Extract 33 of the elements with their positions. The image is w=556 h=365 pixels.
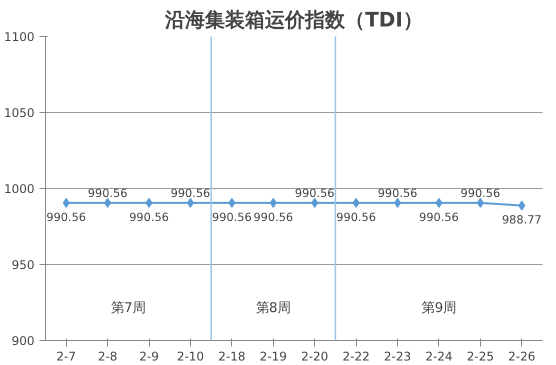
y-tick-label: 950 — [12, 258, 34, 272]
data-label: 990.56 — [88, 186, 128, 200]
x-tick-label: 2-20 — [301, 350, 328, 364]
y-tick-label: 900 — [12, 334, 34, 348]
x-tick-label: 2-8 — [98, 350, 118, 364]
y-tick-label: 1050 — [4, 106, 35, 120]
x-tick-label: 2-10 — [176, 350, 204, 364]
x-tick-label: 2-9 — [139, 350, 159, 364]
x-tick-label: 2-22 — [342, 350, 370, 364]
annotation: 第9周 — [422, 301, 456, 316]
x-tick-label: 2-26 — [508, 350, 536, 364]
x-tick-label: 2-19 — [260, 350, 287, 364]
data-label: 988.77 — [502, 212, 542, 227]
data-label: 990.56 — [212, 210, 252, 224]
annotation: 第7周 — [111, 301, 146, 316]
data-label: 990.56 — [378, 186, 418, 200]
data-label: 990.56 — [294, 186, 335, 200]
x-tick-label: 2-23 — [384, 350, 412, 364]
y-tick-label: 1100 — [4, 30, 35, 44]
x-tick-label: 2-25 — [466, 350, 494, 364]
x-tick-label: 2-18 — [218, 350, 246, 364]
data-label: 990.56 — [46, 210, 86, 224]
data-label: 990.56 — [336, 210, 376, 224]
x-tick-label: 2-24 — [425, 350, 453, 364]
x-tick-label: 2-7 — [56, 350, 76, 364]
data-label: 990.56 — [129, 210, 169, 224]
annotation: 第8周 — [256, 301, 291, 316]
data-label: 990.56 — [170, 186, 210, 200]
data-label: 990.56 — [419, 210, 459, 224]
y-tick-label: 1000 — [4, 182, 35, 196]
data-label: 990.56 — [253, 210, 294, 224]
chart-title: 沿海集装箱运价指数（TDI） — [164, 8, 423, 32]
data-label: 990.56 — [460, 186, 500, 200]
